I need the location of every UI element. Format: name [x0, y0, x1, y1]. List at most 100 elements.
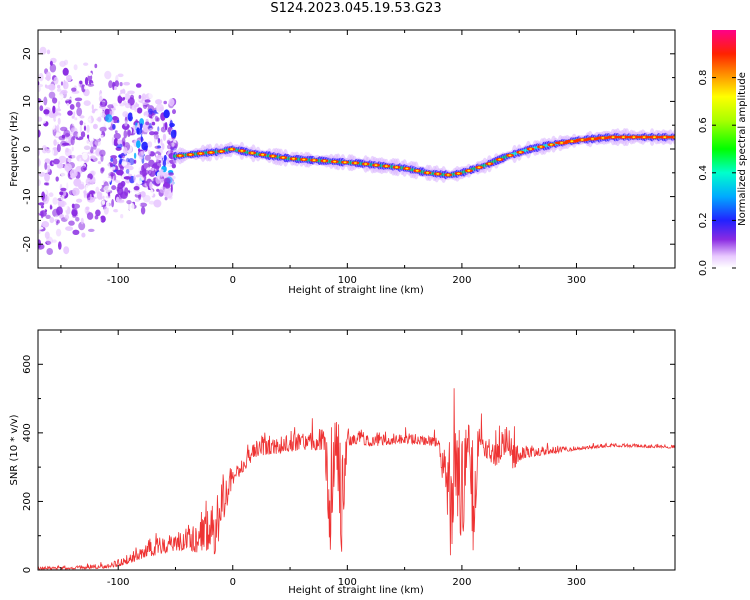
heatmap-cell — [58, 155, 67, 164]
y-tick-label: 600 — [22, 355, 33, 374]
heatmap-cell — [261, 153, 265, 156]
x-tick-label: 300 — [567, 577, 586, 588]
heatmap-cell — [148, 159, 155, 167]
heatmap-cell — [487, 162, 491, 165]
heatmap-cell — [353, 162, 357, 164]
heatmap-cell — [156, 188, 160, 192]
heatmap-cell — [151, 121, 156, 126]
heatmap-cell — [302, 158, 306, 161]
heatmap-cell — [560, 142, 564, 144]
heatmap-cell — [95, 209, 101, 217]
heatmap-cell — [144, 154, 151, 161]
heatmap-cell — [467, 169, 471, 172]
heatmap-cell — [145, 191, 151, 196]
heatmap-cell — [123, 147, 128, 155]
heatmap-cell — [81, 232, 86, 238]
colorbar-tick-label: 0.0 — [698, 260, 709, 276]
heatmap-cell — [138, 94, 142, 99]
heatmap-cell — [78, 221, 86, 231]
heatmap-cell — [123, 129, 128, 139]
heatmap-cell — [43, 109, 50, 115]
x-tick-label: 100 — [338, 275, 357, 286]
heatmap-cell — [139, 202, 148, 207]
heatmap-cell — [52, 97, 58, 104]
heatmap-cell — [271, 155, 275, 158]
heatmap-cell — [49, 217, 55, 224]
heatmap-cell — [114, 130, 118, 134]
heatmap-cell — [642, 136, 646, 139]
heatmap-cell — [127, 130, 132, 136]
heatmap-cell — [127, 90, 135, 95]
heatmap-cell — [129, 185, 135, 192]
heatmap-cell — [150, 117, 154, 124]
heatmap-cell — [170, 129, 177, 139]
heatmap-cell — [88, 228, 95, 232]
heatmap-cell — [79, 120, 84, 126]
heatmap-cell — [52, 121, 56, 130]
heatmap-cell — [76, 107, 83, 117]
heatmap-cell — [384, 165, 388, 168]
heatmap-cell — [77, 132, 80, 138]
heatmap-cell — [60, 187, 67, 192]
heatmap-cell — [44, 162, 48, 170]
heatmap-cell — [41, 221, 50, 228]
heatmap-cell — [117, 139, 122, 145]
heatmap-cell — [49, 60, 53, 66]
heatmap-cell — [94, 215, 99, 220]
heatmap-cell — [58, 241, 62, 250]
heatmap-cell — [57, 117, 61, 125]
heatmap-cell — [446, 174, 450, 176]
y-tick-label: 10 — [22, 95, 33, 108]
heatmap-cell — [46, 236, 53, 245]
heatmap-cell — [162, 133, 167, 141]
heatmap-cell — [154, 135, 157, 144]
heatmap-cell — [51, 239, 57, 243]
heatmap-cell — [63, 93, 71, 101]
heatmap-cell — [121, 161, 128, 167]
heatmap-cell — [621, 136, 625, 139]
heatmap-cell — [53, 139, 57, 146]
heatmap-cell — [59, 60, 66, 67]
heatmap-cell — [343, 161, 347, 164]
heatmap-cell — [124, 93, 131, 100]
heatmap-cell — [165, 131, 169, 135]
heatmap-cell — [539, 146, 543, 148]
heatmap-cell — [92, 123, 98, 130]
heatmap-cell — [364, 163, 368, 165]
heatmap-cell — [98, 200, 106, 206]
heatmap-cell — [91, 104, 94, 111]
heatmap-cell — [86, 139, 90, 144]
heatmap-cell — [64, 214, 70, 220]
heatmap-cell — [55, 108, 62, 112]
heatmap-cell — [104, 108, 110, 116]
heatmap-cell — [171, 142, 175, 147]
heatmap-cell — [82, 95, 89, 101]
heatmap-cell — [133, 152, 137, 159]
heatmap-cell — [99, 149, 106, 157]
heatmap-cell — [38, 116, 43, 122]
heatmap-cell — [80, 131, 86, 138]
heatmap-cell — [67, 158, 72, 163]
heatmap-cell — [79, 80, 83, 85]
heatmap-cell — [172, 109, 176, 115]
heatmap-cell — [56, 144, 61, 153]
heatmap-cell — [46, 248, 53, 255]
heatmap-cell — [498, 158, 502, 161]
heatmap-cell — [164, 190, 169, 195]
heatmap-cell — [570, 140, 574, 143]
heatmap-cell — [45, 135, 53, 144]
heatmap-cell — [133, 174, 136, 183]
heatmap-cell — [55, 221, 59, 226]
heatmap-cell — [60, 89, 68, 95]
heatmap-cell — [74, 97, 83, 102]
heatmap-cell — [64, 163, 72, 172]
heatmap-cell — [147, 169, 153, 176]
heatmap-cell — [124, 187, 129, 197]
heatmap-cell — [96, 117, 102, 122]
heatmap-cell — [82, 152, 88, 160]
heatmap-cell — [149, 131, 155, 136]
heatmap-cell — [134, 198, 140, 202]
heatmap-cell — [170, 147, 173, 156]
heatmap-cell — [95, 186, 100, 194]
heatmap-cell — [38, 226, 44, 230]
